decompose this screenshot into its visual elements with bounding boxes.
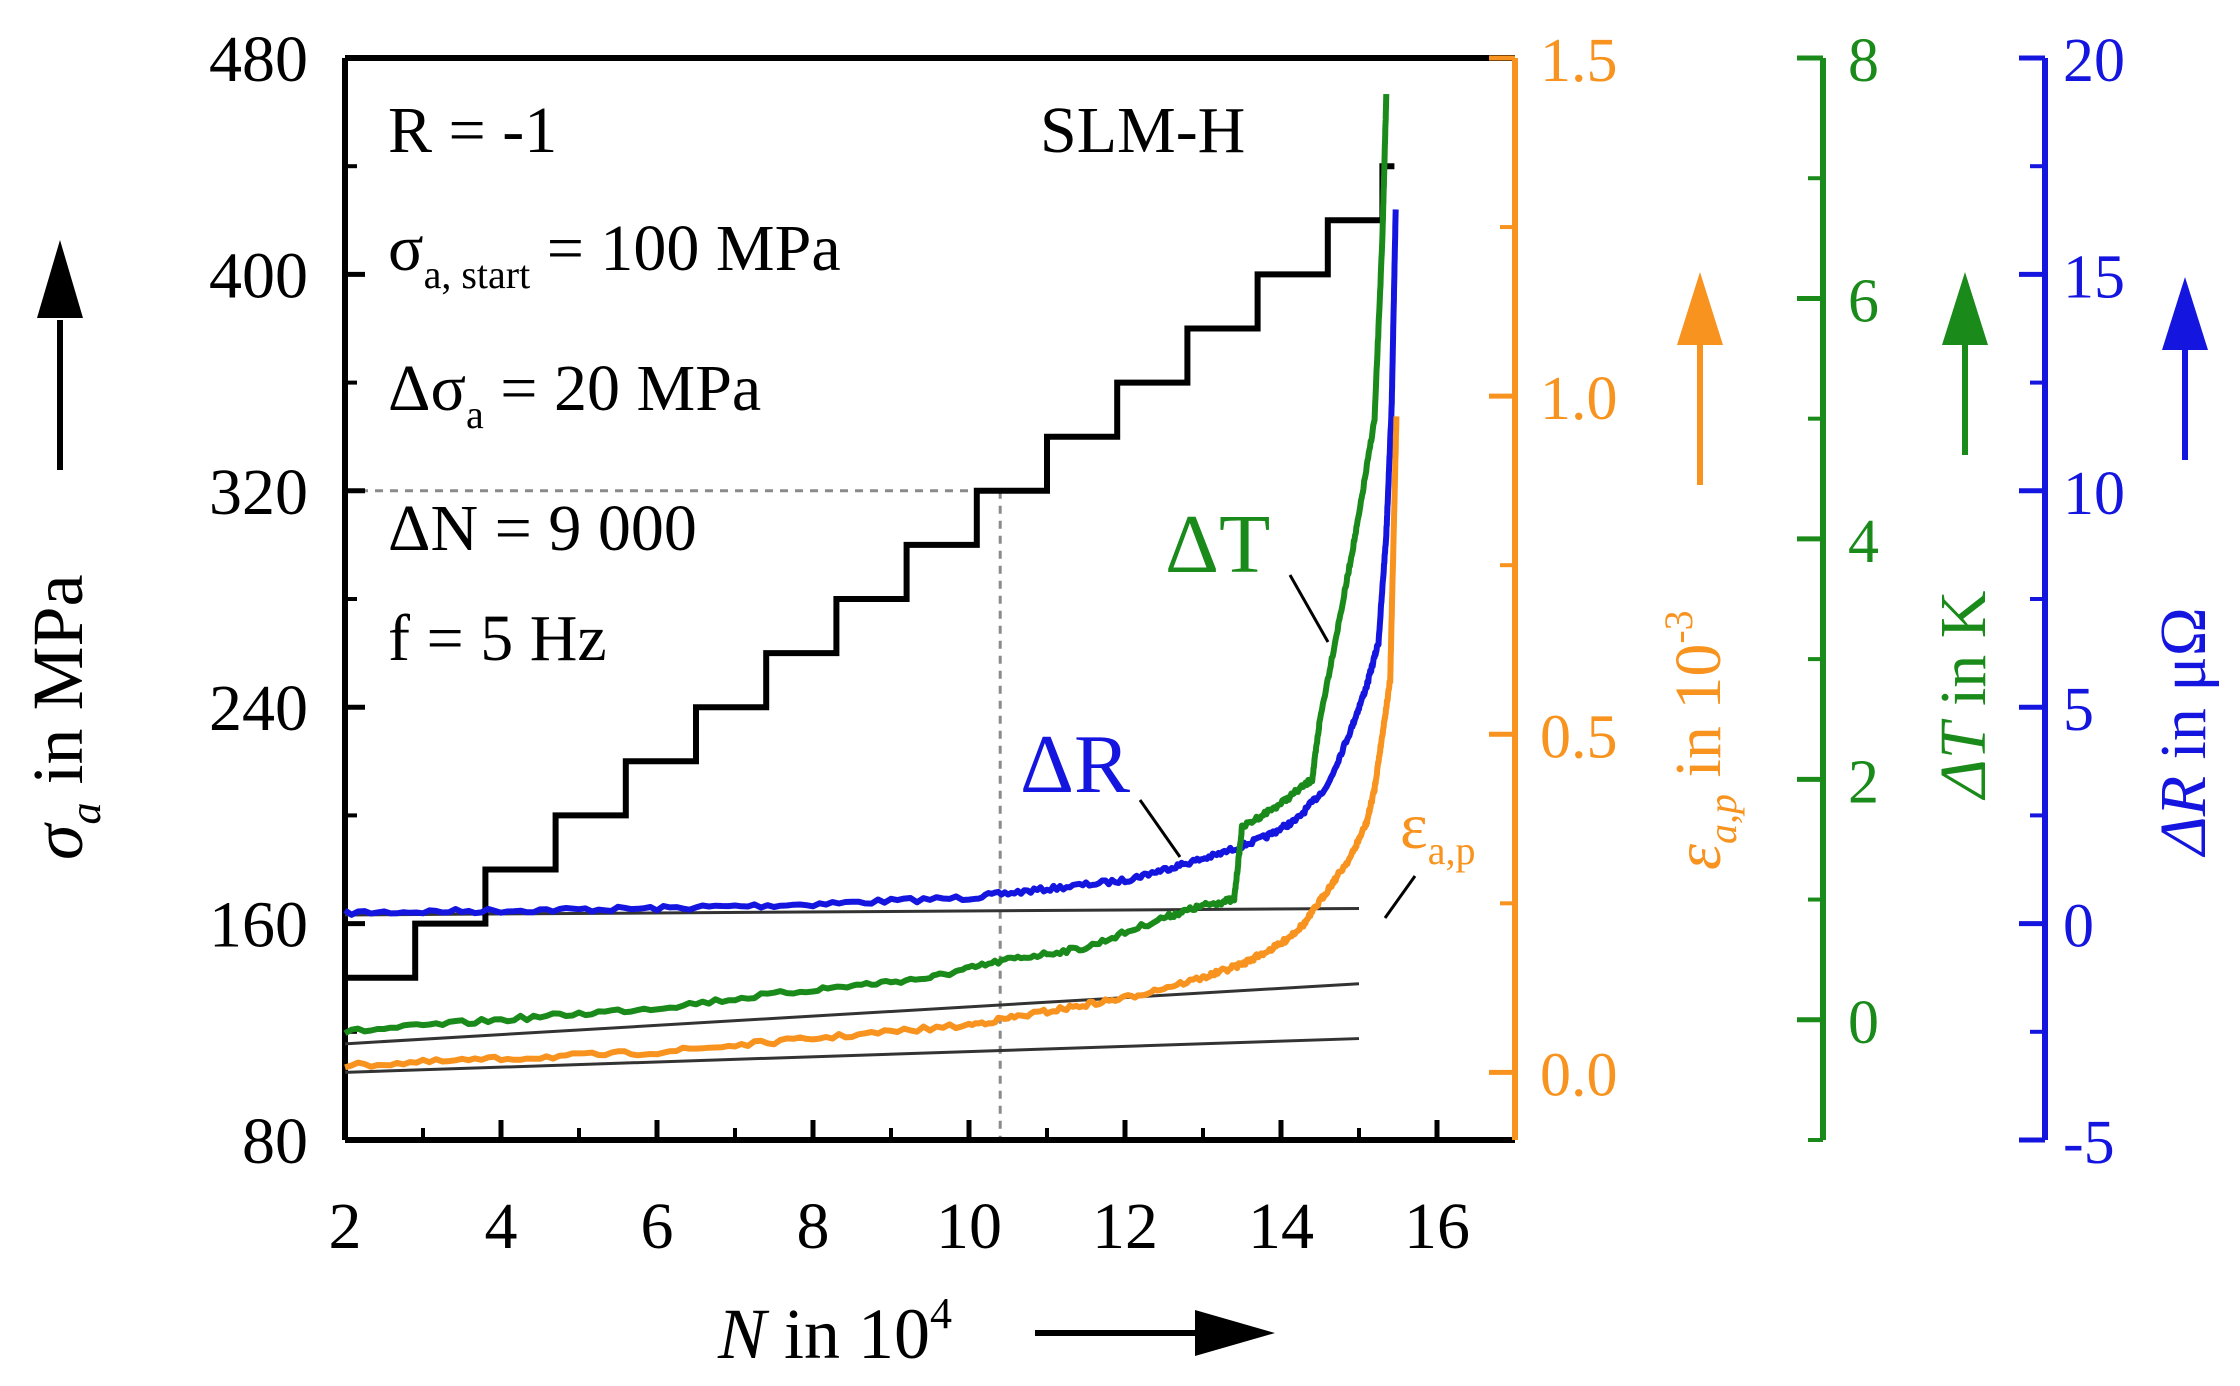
x-axis-title: N in 104 [717,1289,952,1374]
baseline-fits [344,906,1360,1074]
reference-dashed-lines [345,489,1002,1140]
temperature-tick-label: 0 [1848,989,1879,1057]
series-temperature [343,94,1390,1036]
x-tick-label: 14 [1248,1190,1314,1263]
x-tick-label: 16 [1404,1190,1470,1263]
leader-line-dT [1288,574,1330,643]
resistance-tick-label: -5 [2063,1109,2115,1177]
resistance-tick-label: 10 [2063,460,2125,528]
annotation-r-ratio: R = -1 [388,94,557,167]
temperature-axis-title-group: ΔT in K [1927,591,2000,801]
temperature-tick-label: 2 [1848,748,1879,816]
strain-axis-arrow-head [1677,272,1723,345]
leader-line-dR [1138,799,1182,858]
resistance-tick-label: 0 [2063,893,2094,961]
resistance-axis-title: ΔR in μΩ [2147,607,2220,858]
temperature-axis-title: ΔT in K [1927,591,2000,801]
stress-tick-label: 80 [242,1105,308,1178]
strain-axis-ticks: 0.0 0.5 1.0 1.5 [1489,27,1618,1109]
leader-line-eps [1383,875,1417,919]
stress-axis-title: σa in MPa [18,574,110,860]
annotation-delta-n: ΔN = 9 000 [388,492,697,565]
strain-axis-title-group: εa,p in 10-3 [1656,610,1745,870]
resistance-axis-ticks: -5 0 5 10 15 20 [2019,27,2125,1177]
baseline-temperature [344,982,1360,1046]
x-tick-label: 4 [485,1190,518,1263]
temperature-axis-arrow-head [1942,272,1988,345]
baseline-strain [344,1037,1360,1074]
strain-tick-label: 1.5 [1540,27,1618,95]
x-tick-label: 2 [329,1190,362,1263]
x-tick-label: 6 [641,1190,674,1263]
strain-tick-label: 0.0 [1540,1041,1618,1109]
temperature-tick-label: 4 [1848,508,1879,576]
resistance-tick-label: 20 [2063,27,2125,95]
series-label-eps: εa,p [1400,790,1475,873]
stress-axis-ticks: 80 160 240 320 400 480 [209,23,365,1178]
x-tick-label: 10 [936,1190,1002,1263]
annotation-specimen: SLM-H [1040,94,1245,167]
annotation-delta-sigma: Δσa = 20 MPa [388,352,761,437]
annotation-frequency: f = 5 Hz [388,602,607,675]
stress-tick-label: 240 [209,672,308,745]
temperature-tick-label: 6 [1848,267,1879,335]
resistance-axis-title-group: ΔR in μΩ [2147,607,2220,858]
series-label-dR: ΔR [1020,718,1130,811]
stress-tick-label: 480 [209,23,308,96]
resistance-axis-arrow-head [2162,277,2208,350]
x-axis-arrow-head [1195,1310,1275,1356]
series-stress-step [345,163,1395,981]
x-axis-ticks: 2 4 6 8 10 12 14 16 [329,1120,1470,1263]
resistance-tick-label: 15 [2063,243,2125,311]
x-tick-label: 8 [797,1190,830,1263]
stress-tick-label: 320 [209,456,308,529]
series-group [343,94,1400,1071]
x-tick-label: 12 [1092,1190,1158,1263]
annotation-sigma-start: σa, start = 100 MPa [388,212,841,297]
temperature-axis-ticks: 0 2 4 6 8 [1797,27,1879,1142]
strain-tick-label: 0.5 [1540,703,1618,771]
strain-tick-label: 1.0 [1540,365,1618,433]
resistance-tick-label: 5 [2063,676,2094,744]
strain-axis-title: εa,p in 10-3 [1656,610,1745,870]
temperature-tick-label: 8 [1848,27,1879,95]
series-strain [344,416,1400,1071]
stress-tick-label: 400 [209,239,308,312]
stress-axis-arrow-head [37,240,83,318]
series-label-dT: ΔT [1165,498,1270,591]
stress-axis-title-group: σa in MPa [18,574,110,860]
stress-tick-label: 160 [209,889,308,962]
